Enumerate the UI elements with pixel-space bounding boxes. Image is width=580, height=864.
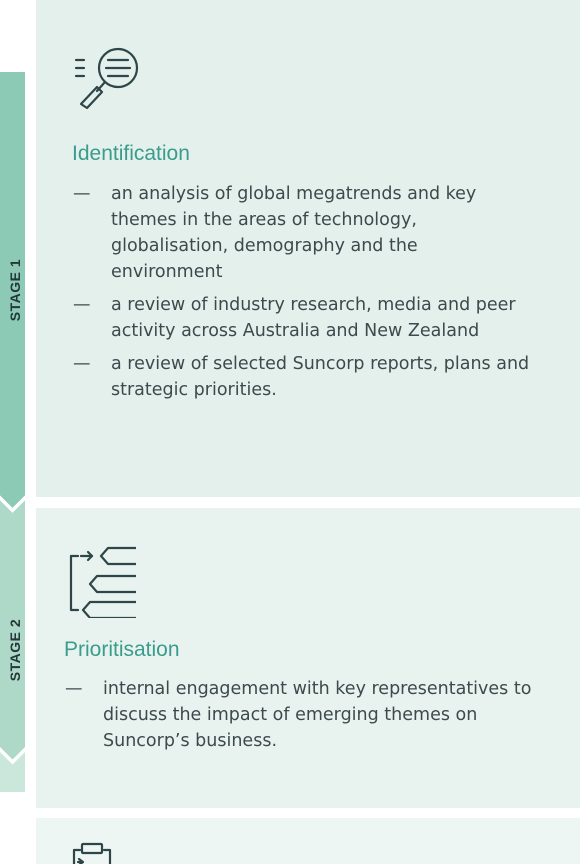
list-item: — a review of selected Suncorp reports, p… [73, 351, 533, 403]
stage-2-panel: Prioritisation — internal engagement with… [36, 508, 580, 808]
dash-bullet: — [65, 679, 83, 699]
stage-1-heading: Identification [72, 142, 190, 165]
dash-bullet: — [73, 295, 91, 315]
stage-2-label: STAGE 2 [7, 618, 23, 682]
list-item-text: an analysis of global megatrends and key… [111, 184, 477, 282]
dash-bullet: — [73, 184, 91, 204]
list-item-text: internal engagement with key representat… [103, 679, 532, 751]
clipboard-icon [72, 842, 112, 864]
stage-1-list: — an analysis of global megatrends and ke… [73, 181, 533, 410]
list-item: — an analysis of global megatrends and ke… [73, 181, 533, 285]
magnifier-list-icon [74, 47, 139, 110]
stage-1-label: STAGE 1 [7, 258, 23, 322]
stage-band [0, 72, 25, 792]
stage-2-list: — internal engagement with key representa… [65, 676, 555, 761]
list-item: — internal engagement with key representa… [65, 676, 555, 754]
stage-3-panel [36, 818, 580, 864]
list-item: — a review of industry research, media an… [73, 292, 533, 344]
stage-3-chevron [0, 752, 25, 792]
list-item-text: a review of industry research, media and… [111, 295, 516, 341]
stage-1-chevron [0, 72, 25, 508]
dash-bullet: — [73, 354, 91, 374]
stage-1-panel: Identification — an analysis of global me… [36, 0, 580, 497]
stage-2-heading: Prioritisation [64, 638, 180, 661]
list-item-text: a review of selected Suncorp reports, pl… [111, 354, 530, 400]
stage-2-chevron [0, 500, 25, 760]
priority-tags-icon [69, 546, 136, 618]
